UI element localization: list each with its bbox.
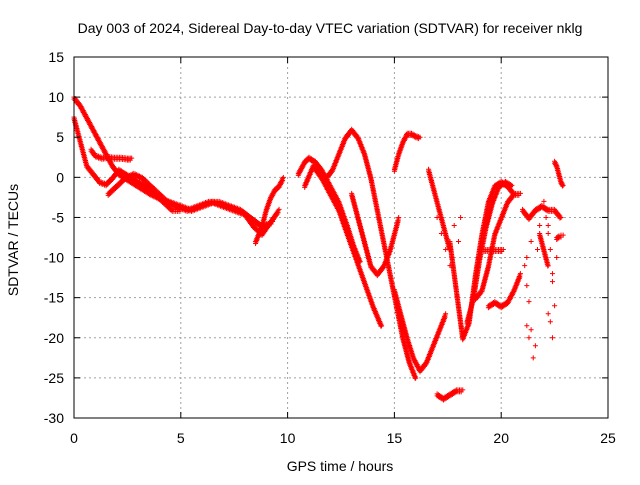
series-track-9 [349,190,402,279]
data-point [552,303,558,309]
data-point [543,214,549,220]
series-track-17 [481,247,506,255]
x-axis-label: GPS time / hours [287,458,394,474]
data-point [549,335,555,341]
data-point [526,335,532,341]
grid [74,57,608,418]
y-tick-label: 0 [56,169,64,185]
x-tick-label: 0 [70,430,78,446]
data-point [535,247,541,253]
series-track-4 [105,170,276,230]
ticks: 0 5 10 15 20 25 -30 -25 -20 -15 -10 -5 0 5 10 15 [44,49,616,446]
data-point [412,375,418,381]
y-tick-label: -30 [44,410,64,426]
data-point [549,279,555,285]
data-point [554,255,560,261]
series-track-11 [391,287,449,375]
data-point [396,214,402,220]
data-point [524,323,530,329]
data-point [413,375,419,381]
data-point [280,174,286,180]
series-track-19 [520,202,564,222]
data-point [280,178,286,184]
x-tick-label: 25 [600,430,616,446]
data-point [526,299,532,305]
data-point [268,221,274,227]
data-point [442,314,448,320]
x-tick-label: 10 [280,430,296,446]
chart-title: Day 003 of 2024, Sidereal Day-to-day VTE… [78,20,583,36]
data-point [443,311,449,317]
y-tick-label: 15 [48,49,64,65]
series-track-10 [391,130,423,174]
y-tick-label: -20 [44,330,64,346]
data-point [537,222,543,228]
data-point [276,206,282,212]
y-tick-label: -15 [44,290,64,306]
data-point [547,247,553,253]
plot-frame [73,56,609,419]
data-point [455,239,461,245]
data-point [528,239,534,245]
data-layer [71,94,566,403]
y-tick-label: -25 [44,370,64,386]
series-track-8 [323,126,419,381]
data-point [545,311,551,317]
series-track-5 [253,174,286,247]
data-point [460,387,466,393]
data-point [549,271,555,277]
data-point [530,355,536,361]
data-point [451,222,457,228]
data-point [524,283,530,289]
data-point [417,134,423,140]
data-point [129,155,135,161]
y-axis-label: SDTVAR / TECUs [5,184,21,296]
series-track-3 [88,146,135,163]
data-point [378,323,384,329]
data-point [458,214,464,220]
data-point [275,210,281,216]
data-point [545,222,551,228]
data-point [379,323,385,329]
series-track-18 [485,271,523,311]
series-track-13 [434,387,466,403]
x-tick-label: 5 [177,430,185,446]
data-point [522,263,528,269]
data-point [528,327,534,333]
data-point [547,319,553,325]
series-track-22 [554,232,566,242]
y-tick-label: 10 [48,89,64,105]
data-point [270,218,276,224]
series-track-20 [552,158,566,189]
x-tick-label: 15 [387,430,403,446]
data-point [545,230,551,236]
series-track-12 [426,166,453,253]
x-tick-label: 20 [493,430,509,446]
series-track-7 [302,162,385,329]
data-point [532,343,538,349]
y-tick-label: -5 [52,209,65,225]
y-tick-label: 5 [56,129,64,145]
data-point [524,255,530,261]
y-tick-label: -10 [44,250,64,266]
